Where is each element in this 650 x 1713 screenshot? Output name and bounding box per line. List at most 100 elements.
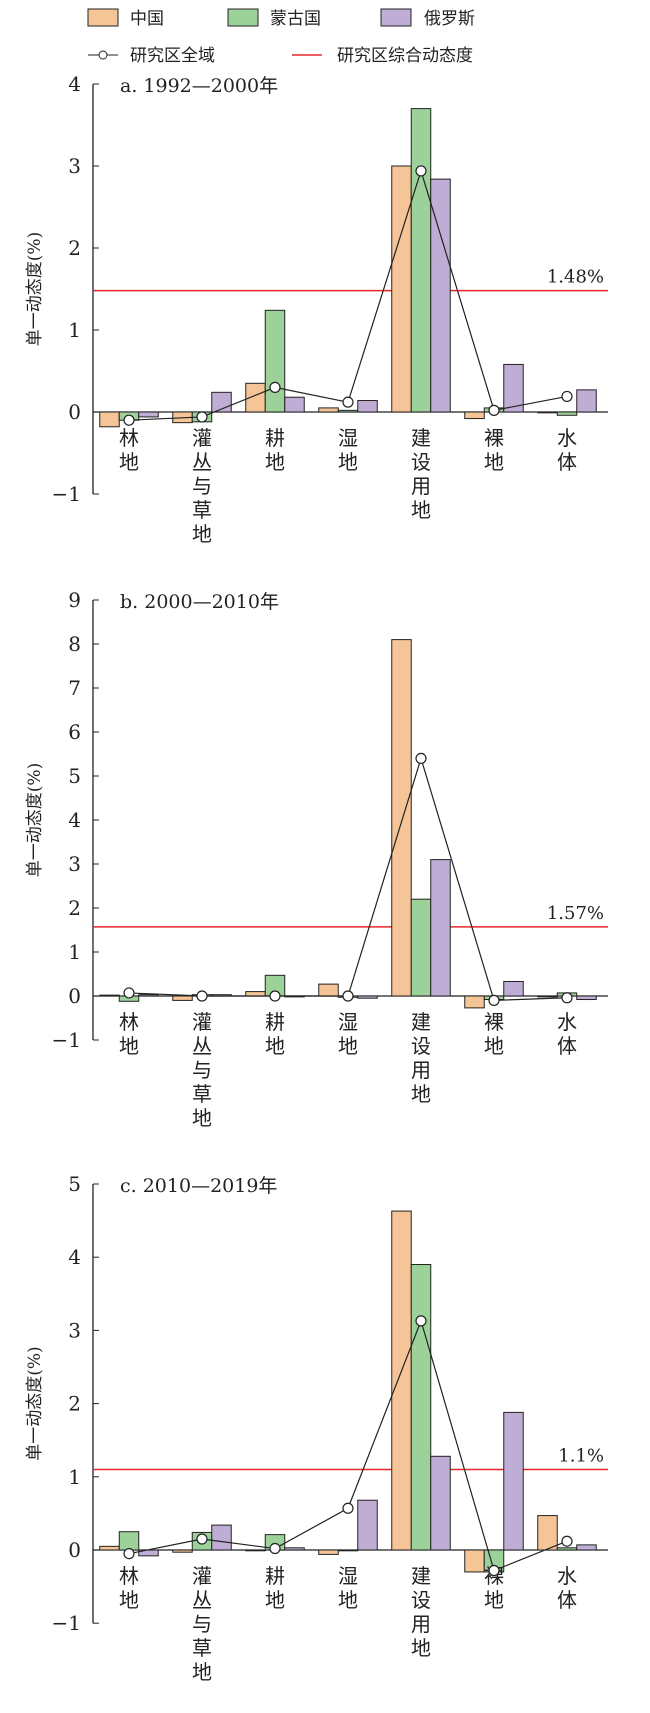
bar-mongolia — [337, 1549, 359, 1552]
bar-mongolia — [410, 898, 432, 997]
x-category-label-char: 林 — [119, 1010, 139, 1034]
bar-russia — [284, 396, 305, 413]
y-tick-label: −1 — [52, 1611, 81, 1635]
x-category-label-char: 裸 — [484, 1010, 504, 1034]
bar-china — [464, 411, 485, 420]
bar-china — [172, 1549, 193, 1553]
overall-line — [128, 756, 568, 1002]
panel-title: b. 2000—2010年 — [120, 591, 279, 613]
x-category-label-char: 丛 — [192, 1588, 212, 1612]
y-axis-label: 单一动态度(%) — [25, 232, 45, 346]
bar-russia — [576, 389, 597, 413]
x-category-label-char: 耕 — [265, 426, 285, 450]
y-tick-label: 3 — [68, 1318, 81, 1342]
x-category-label-char: 裸 — [484, 426, 504, 450]
overall-point — [269, 990, 281, 1002]
overall-point — [561, 992, 573, 1004]
bar-china — [318, 983, 339, 997]
x-category-label-char: 地 — [265, 450, 285, 474]
x-category-label-char: 灌 — [192, 1564, 212, 1588]
x-category-label-char: 地 — [338, 450, 358, 474]
overall-line — [128, 168, 568, 421]
overall-point — [488, 404, 500, 416]
overall-point — [415, 165, 427, 177]
overall-point — [196, 990, 208, 1002]
overall-point — [561, 1535, 573, 1547]
x-category-label-char: 建 — [411, 1564, 431, 1588]
bar-russia — [138, 411, 159, 418]
bar-russia — [503, 363, 524, 413]
x-category-label-char: 地 — [192, 1660, 212, 1684]
overall-point — [123, 987, 135, 999]
y-tick-label: 1 — [68, 940, 81, 964]
x-category-label-char: 与 — [192, 1612, 212, 1636]
x-category-label-char: 地 — [484, 1034, 504, 1058]
x-category-label-char: 体 — [557, 1588, 577, 1612]
overall-point — [123, 414, 135, 426]
bar-china — [464, 995, 485, 1009]
bar-russia — [430, 859, 451, 997]
bar-china — [537, 411, 558, 414]
x-category-label-char: 用 — [411, 474, 431, 498]
x-category-label-char: 水 — [557, 426, 577, 450]
bar-china — [99, 411, 120, 428]
x-category-label-char: 体 — [557, 1034, 577, 1058]
bar-china — [99, 994, 120, 997]
bar-mongolia — [410, 108, 432, 413]
bar-russia — [357, 995, 378, 999]
x-category-label-char: 耕 — [265, 1010, 285, 1034]
x-category-label-char: 建 — [411, 426, 431, 450]
overall-point — [269, 381, 281, 393]
bar-china — [245, 991, 266, 997]
x-category-label-char: 水 — [557, 1010, 577, 1034]
reference-label: 1.57% — [547, 903, 604, 924]
y-tick-label: 2 — [68, 1392, 81, 1416]
bar-china — [318, 1549, 339, 1555]
y-axis-label: 单一动态度(%) — [25, 1346, 45, 1460]
x-category-label-char: 地 — [411, 1082, 431, 1106]
x-category-label-char: 林 — [119, 1564, 139, 1588]
y-tick-label: 5 — [68, 764, 81, 788]
x-category-label-char: 地 — [484, 1588, 504, 1612]
x-category-label-char: 草 — [192, 1082, 212, 1106]
x-category-label-char: 地 — [411, 1636, 431, 1660]
x-category-label-char: 耕 — [265, 1564, 285, 1588]
legend-label-russia: 俄罗斯 — [424, 9, 475, 29]
y-tick-label: 3 — [68, 154, 81, 178]
bar-china — [391, 639, 412, 997]
y-tick-label: 4 — [68, 808, 81, 832]
bar-china — [537, 995, 558, 998]
x-category-label-char: 地 — [119, 1034, 139, 1058]
y-tick-label: 5 — [68, 1172, 81, 1196]
y-tick-label: 3 — [68, 852, 81, 876]
bar-russia — [211, 1524, 232, 1551]
y-tick-label: 2 — [68, 896, 81, 920]
overall-point — [342, 1502, 354, 1514]
overall-point — [488, 1564, 500, 1577]
bar-russia — [503, 1411, 524, 1551]
x-category-label-char: 地 — [411, 498, 431, 522]
legend-marker-overall — [98, 50, 108, 60]
x-category-label-char: 灌 — [192, 426, 212, 450]
x-category-label-char: 地 — [265, 1588, 285, 1612]
x-category-label-char: 与 — [192, 474, 212, 498]
y-tick-label: −1 — [52, 482, 81, 506]
legend-swatch-china — [87, 8, 119, 27]
x-category-label-char: 丛 — [192, 1034, 212, 1058]
panel-title: a. 1992—2000年 — [120, 75, 278, 97]
panel-title: c. 2010—2019年 — [120, 1175, 277, 1197]
x-category-label-char: 设 — [411, 1588, 431, 1612]
legend-label-china: 中国 — [130, 9, 164, 29]
x-category-label-char: 地 — [119, 1588, 139, 1612]
bar-mongolia — [264, 309, 286, 413]
overall-point — [415, 1315, 427, 1327]
reference-label: 1.48% — [547, 267, 604, 288]
x-category-label-char: 与 — [192, 1058, 212, 1082]
bar-mongolia — [337, 409, 359, 413]
x-category-label-char: 地 — [265, 1034, 285, 1058]
x-category-label-char: 湿 — [338, 426, 358, 450]
y-tick-label: 8 — [68, 632, 81, 656]
y-tick-label: 9 — [68, 588, 81, 612]
y-tick-label: 0 — [68, 1538, 81, 1562]
